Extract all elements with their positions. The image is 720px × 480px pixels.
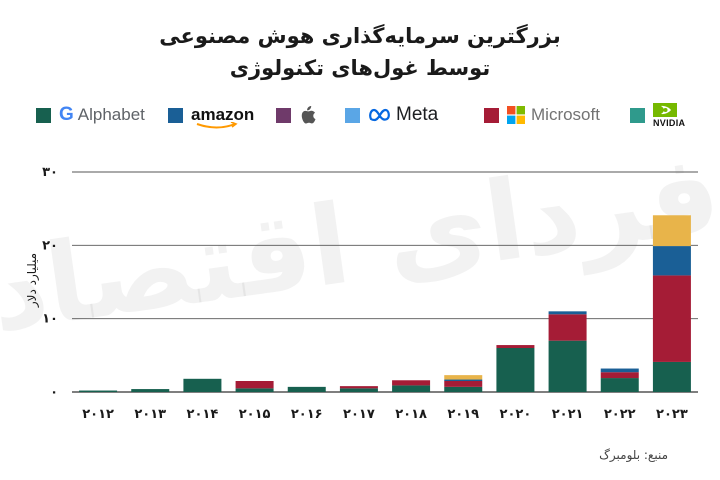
bar-segment <box>652 275 691 362</box>
bar-segment <box>287 386 326 392</box>
bar-segment <box>600 372 639 379</box>
bar-segment <box>496 348 535 392</box>
apple-icon <box>299 105 317 125</box>
y-tick-label: ۱۰ <box>42 312 58 327</box>
legend-item-meta: Meta <box>345 104 438 126</box>
legend-swatch-microsoft <box>484 107 499 123</box>
bar-segment <box>652 215 691 247</box>
bar-segment <box>339 386 378 389</box>
legend-label-microsoft: Microsoft <box>531 105 600 124</box>
bar-segment <box>392 385 431 392</box>
bar-segment <box>444 375 483 380</box>
legend-item-apple <box>276 104 317 126</box>
bar-segment <box>339 388 378 392</box>
bars <box>79 215 691 392</box>
bar-segment <box>235 381 274 389</box>
legend-swatch-meta <box>345 107 360 123</box>
bar-segment <box>444 386 483 392</box>
x-tick-label: ۲۰۱۳ <box>134 407 166 422</box>
bar-segment <box>131 389 170 392</box>
legend-label-nvidia: NVIDIA <box>653 117 686 128</box>
legend-item-alphabet: G Alphabet <box>36 104 145 126</box>
y-tick-label: ۰ <box>50 385 58 400</box>
source-note: منبع: بلومبرگ <box>599 448 668 462</box>
chart-title-line1: بزرگترین سرمایه‌گذاری هوش مصنوعی <box>159 24 561 48</box>
x-tick-label: ۲۰۱۸ <box>395 407 427 422</box>
legend-swatch-alphabet <box>36 107 51 123</box>
x-tick-label: ۲۰۲۳ <box>656 407 688 422</box>
bar-segment <box>444 379 483 381</box>
x-tick-label: ۲۰۱۲ <box>82 407 114 422</box>
bar-segment <box>235 388 274 392</box>
microsoft-squares-icon: Microsoft <box>507 105 600 125</box>
meta-infinity-icon: Meta <box>368 104 438 126</box>
bar-segment <box>652 246 691 276</box>
x-tick-label: ۲۰۱۷ <box>343 407 375 422</box>
legend-item-amazon: amazon <box>168 104 255 129</box>
bar-segment <box>79 390 118 392</box>
bar-segment <box>183 378 222 392</box>
x-tick-label: ۲۰۱۵ <box>239 407 271 422</box>
x-tick-label: ۲۰۲۲ <box>604 407 636 422</box>
x-tick-label: ۲۰۲۰ <box>500 407 532 422</box>
y-tick-label: ۲۰ <box>42 238 58 253</box>
legend-item-microsoft: Microsoft <box>484 104 600 126</box>
y-tick-label: ۳۰ <box>42 165 58 180</box>
google-g-icon: G Alphabet <box>59 104 145 125</box>
bar-segment <box>444 381 483 387</box>
x-tick-label: ۲۰۱۴ <box>187 407 219 422</box>
chart: ۰ ۱۰ ۲۰ ۳۰ ۲۰۱۲ ۲۰۱۳ ۲۰۱۴ ۲۰۱۵ ۲۰۱۶ ۲۰۱۷ ۲۰۱۸ ۲۰۱۹… <box>25 165 698 422</box>
y-axis-label: میلیارد دلار <box>25 253 40 308</box>
legend: G Alphabet amazon Meta <box>0 96 720 136</box>
x-tick-labels: ۲۰۱۲ ۲۰۱۳ ۲۰۱۴ ۲۰۱۵ ۲۰۱۶ ۲۰۱۷ ۲۰۱۸ ۲۰۱۹ ۲۰۲۰ ۲۰۲۱… <box>82 407 688 422</box>
legend-swatch-amazon <box>168 107 183 123</box>
amazon-smile-icon: amazon <box>191 105 255 129</box>
legend-item-nvidia: NVIDIA <box>630 102 686 128</box>
legend-swatch-nvidia <box>630 107 645 123</box>
legend-label-amazon: amazon <box>191 105 255 124</box>
x-tick-label: ۲۰۱۹ <box>447 407 479 422</box>
x-tick-label: ۲۰۲۱ <box>552 407 584 422</box>
bar-segment <box>496 345 535 348</box>
chart-title-line2: توسط غول‌های تکنولوژی <box>229 56 491 80</box>
y-tick-labels: ۰ ۱۰ ۲۰ ۳۰ <box>42 165 58 400</box>
amazon-arrow-icon <box>196 122 238 129</box>
legend-swatch-apple <box>276 107 291 123</box>
legend-label-meta: Meta <box>396 104 439 125</box>
chart-title: بزرگترین سرمایه‌گذاری هوش مصنوعی توسط غو… <box>0 20 720 84</box>
grid <box>72 171 698 393</box>
bar-segment <box>392 380 431 386</box>
bar-segment <box>652 361 691 392</box>
bar-segment <box>600 368 639 373</box>
bar-segment <box>548 340 587 392</box>
bar-segment <box>548 314 587 341</box>
nvidia-eye-icon: NVIDIA <box>653 102 686 128</box>
x-tick-label: ۲۰۱۶ <box>291 407 323 422</box>
legend-label-alphabet: Alphabet <box>77 105 145 124</box>
bar-segment <box>548 311 587 315</box>
bar-segment <box>600 378 639 392</box>
